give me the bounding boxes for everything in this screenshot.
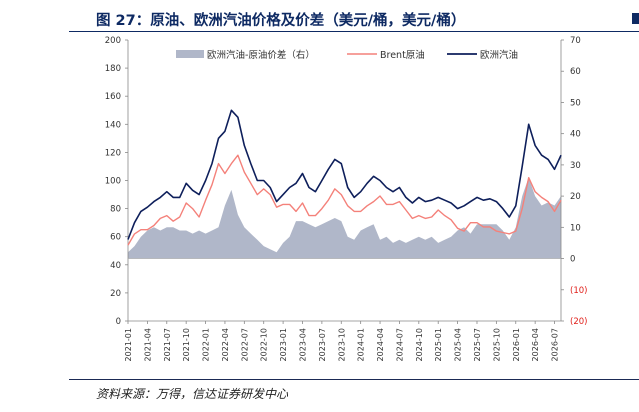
x-tick-label: 2023-01 [279,328,288,361]
legend: 欧洲汽油-原油价差（右） Brent原油 欧洲汽油 [176,49,518,61]
right-tick-label: (10) [570,286,587,296]
chart: 0 20 40 60 80 100 120 140 160 180 200 (20) (10) 0 10 20… [105,36,588,361]
x-tick-label: 2026-07 [551,328,560,361]
x-tick-label: 2026-04 [531,328,540,361]
right-tick-label: 20 [570,192,581,202]
x-tick-label: 2026-01 [512,328,521,361]
left-tick-label: 100 [105,177,121,187]
left-tick-label: 120 [105,148,121,158]
spread-area [128,177,561,259]
x-tick-label: 2024-04 [376,328,385,361]
left-tick-label: 160 [105,92,121,102]
brent-line [127,154,562,246]
x-tick-label: 2022-10 [260,328,269,361]
x-tick-label: 2025-10 [492,328,501,361]
x-tick-label: 2023-10 [337,328,346,361]
source-note: 资料来源：万得，信达证券研发中心 [96,387,289,401]
right-tick-label: 70 [570,36,581,46]
right-tick-label: 50 [570,98,581,108]
lines-layer [127,109,562,246]
x-tick-label: 2021-07 [163,328,172,361]
right-tick-label: 30 [570,161,581,171]
edge-marker [632,13,639,24]
x-tick-label: 2025-04 [454,328,463,361]
legend-spread-label: 欧洲汽油-原油价差（右） [207,49,315,61]
left-tick-label: 40 [110,261,121,271]
legend-gasoline-label: 欧洲汽油 [480,49,518,61]
x-tick-label: 2024-10 [415,328,424,361]
bottom-rule [69,379,639,380]
x-tick-label: 2023-07 [318,328,327,361]
x-tick-label: 2025-07 [473,328,482,361]
right-tick-label: 60 [570,67,581,77]
x-tick-label: 2021-04 [143,328,152,361]
x-tick-label: 2022-07 [240,328,249,361]
x-tick-label: 2024-01 [357,328,366,361]
axes-layer: 0 20 40 60 80 100 120 140 160 180 200 (20) (10) 0 10 20… [105,36,588,361]
right-tick-label: 40 [570,130,581,140]
left-tick-label: 80 [110,205,121,215]
right-tick-label: 10 [570,223,581,233]
right-tick-label: (20) [570,317,587,327]
left-tick-label: 20 [110,289,121,299]
x-tick-label: 2025-01 [434,328,443,361]
x-tick-label: 2022-01 [202,328,211,361]
x-tick-label: 2022-04 [221,328,230,361]
left-tick-label: 0 [116,317,121,327]
left-tick-label: 140 [105,120,121,130]
x-tick-label: 2021-01 [124,328,133,361]
gasoline-line [127,109,562,240]
legend-brent-label: Brent原油 [380,49,425,61]
title-rule [69,31,639,32]
spread-area-layer [128,177,561,259]
left-tick-label: 200 [105,36,121,46]
x-tick-label: 2024-07 [395,328,404,361]
right-tick-label: 0 [570,255,575,265]
left-tick-label: 60 [110,233,121,243]
legend-spread-swatch [176,50,204,58]
x-tick-label: 2021-10 [182,328,191,361]
figure-title: 图 27：原油、欧洲汽油价格及价差（美元/桶，美元/桶） [96,13,466,29]
x-tick-label: 2023-04 [298,328,307,361]
left-tick-label: 180 [105,64,121,74]
